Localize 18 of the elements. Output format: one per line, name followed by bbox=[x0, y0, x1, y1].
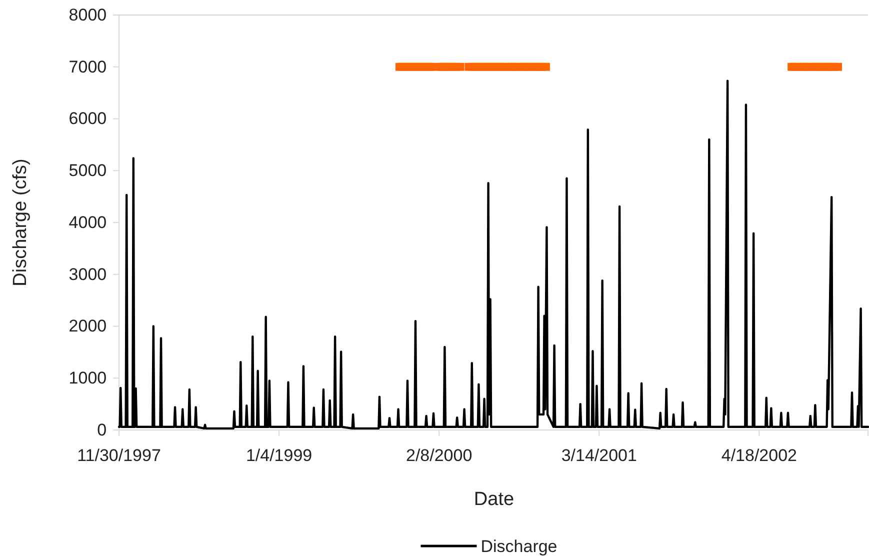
y-axis-title: Discharge (cfs) bbox=[10, 158, 31, 286]
x-tick-label: 2/8/2000 bbox=[406, 446, 472, 466]
x-axis-title: Date bbox=[474, 489, 514, 510]
legend-label: Discharge bbox=[480, 537, 558, 556]
x-tick-label: 11/30/1997 bbox=[77, 446, 161, 466]
y-tick-label: 0 bbox=[97, 420, 107, 440]
y-tick-label: 1000 bbox=[68, 368, 107, 388]
line-series bbox=[118, 80, 869, 430]
y-tick-label: 6000 bbox=[68, 109, 107, 128]
x-tick-label: 3/14/2001 bbox=[561, 446, 637, 466]
x-tick-label: 1/4/1999 bbox=[246, 446, 312, 466]
y-tick-label: 3000 bbox=[68, 264, 107, 284]
y-tick-label: 4000 bbox=[68, 212, 107, 232]
y-tick-label: 2000 bbox=[68, 316, 107, 336]
y-tick-label: 8000 bbox=[68, 5, 107, 24]
y-tick-label: 7000 bbox=[68, 57, 107, 76]
x-tick-label: 4/18/2002 bbox=[721, 446, 797, 466]
y-tick-label: 5000 bbox=[68, 161, 107, 180]
